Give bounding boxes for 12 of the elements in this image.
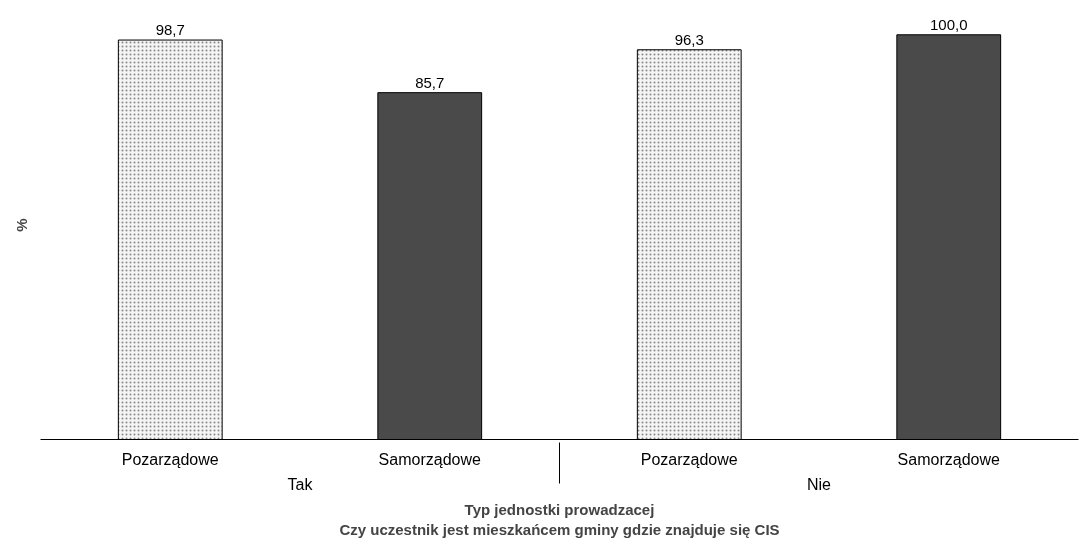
data-label: 96,3 (674, 30, 704, 48)
data-label: 85,7 (415, 73, 445, 91)
series-label: Samorządowe (378, 450, 481, 468)
x-tick-label: Tak (287, 475, 314, 493)
x-tick-label: Nie (807, 475, 832, 493)
data-label: 98,7 (155, 21, 185, 39)
x-axis-title: Typ jednostki prowadzacej Czy uczestnik jest mieszkańcem gminy gdzie znajduje się CIS (339, 500, 780, 538)
y-axis-title: % (12, 218, 30, 232)
series-label: Pozarządowe (121, 450, 219, 468)
text: Pozarządowe (640, 450, 738, 468)
data-label: 100,0 (929, 15, 968, 33)
text: Samorządowe (897, 450, 1000, 468)
